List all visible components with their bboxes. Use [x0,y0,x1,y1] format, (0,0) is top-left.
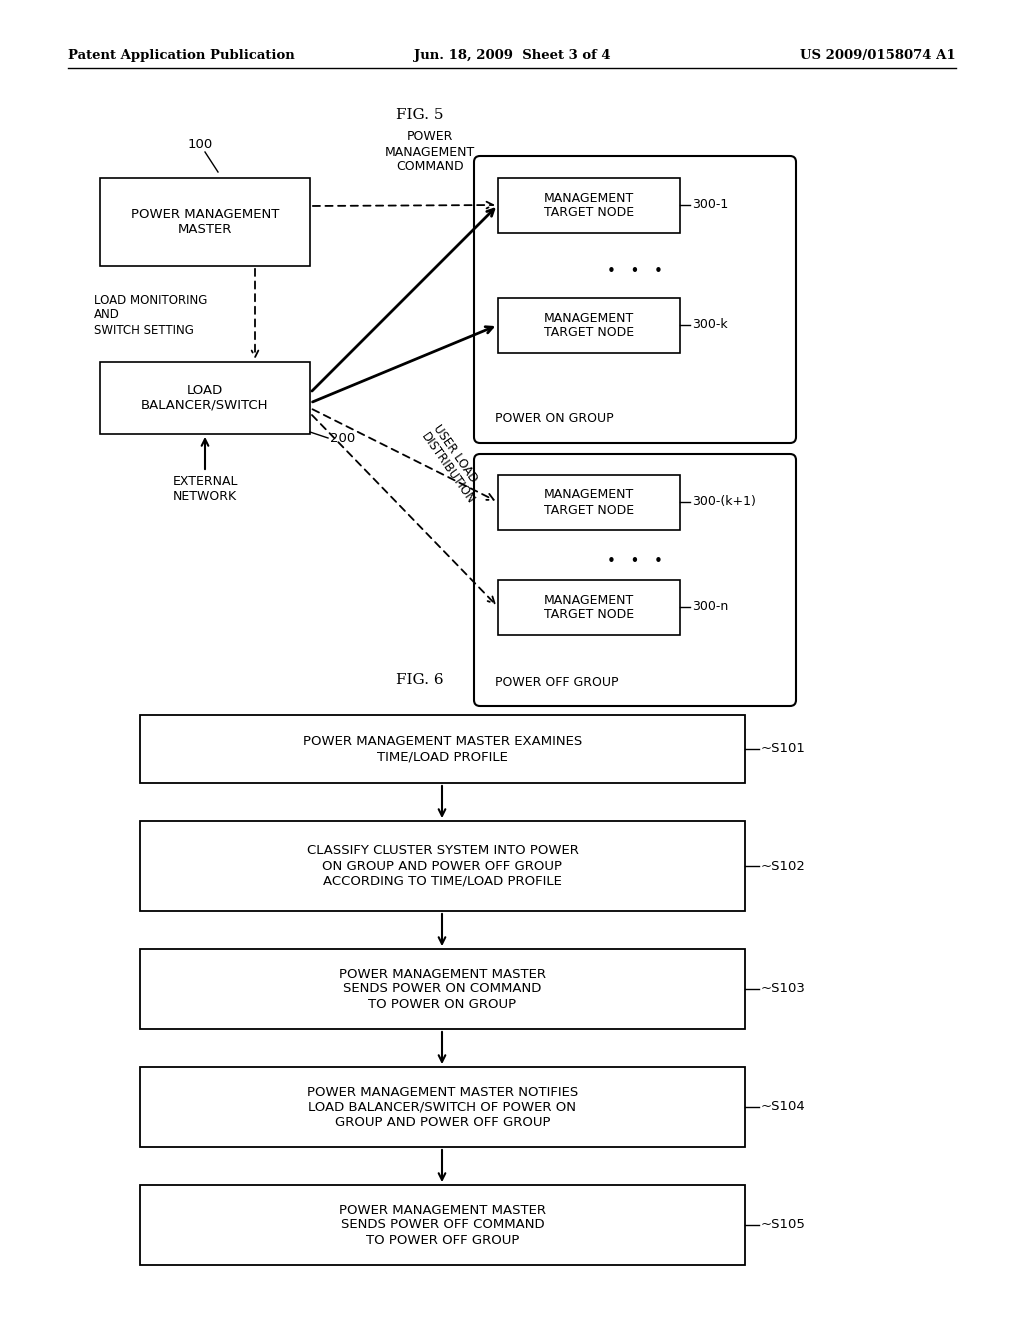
Text: ~S104: ~S104 [761,1101,806,1114]
Text: ~S103: ~S103 [761,982,806,995]
Bar [498,579,680,635]
Text: ~S105: ~S105 [761,1218,806,1232]
Bar [140,1067,745,1147]
Text: CLASSIFY CLUSTER SYSTEM INTO POWER
ON GROUP AND POWER OFF GROUP
ACCORDING TO TIM: CLASSIFY CLUSTER SYSTEM INTO POWER ON GR… [306,845,579,887]
Text: MANAGEMENT
TARGET NODE: MANAGEMENT TARGET NODE [544,312,634,339]
Text: 300-(k+1): 300-(k+1) [692,495,756,508]
FancyBboxPatch shape [474,156,796,444]
Text: •   •   •: • • • [607,264,663,280]
Text: 100: 100 [187,139,213,152]
Text: USER LOAD
DISTRIBUTION: USER LOAD DISTRIBUTION [419,422,489,507]
Text: Jun. 18, 2009  Sheet 3 of 4: Jun. 18, 2009 Sheet 3 of 4 [414,49,610,62]
Bar [498,298,680,352]
FancyBboxPatch shape [474,454,796,706]
Text: EXTERNAL
NETWORK: EXTERNAL NETWORK [172,475,238,503]
Text: Patent Application Publication: Patent Application Publication [68,49,295,62]
Bar [140,821,745,911]
Bar [100,362,310,434]
Text: MANAGEMENT
TARGET NODE: MANAGEMENT TARGET NODE [544,594,634,622]
Text: MANAGEMENT
TARGET NODE: MANAGEMENT TARGET NODE [544,191,634,219]
Text: 200: 200 [330,432,355,445]
Text: 300-1: 300-1 [692,198,728,211]
Text: POWER ON GROUP: POWER ON GROUP [495,412,613,425]
Bar [140,715,745,783]
Text: POWER MANAGEMENT MASTER
SENDS POWER OFF COMMAND
TO POWER OFF GROUP: POWER MANAGEMENT MASTER SENDS POWER OFF … [339,1204,546,1246]
Text: US 2009/0158074 A1: US 2009/0158074 A1 [801,49,956,62]
Bar [498,475,680,531]
Text: LOAD MONITORING
AND
SWITCH SETTING: LOAD MONITORING AND SWITCH SETTING [94,293,208,337]
Text: FIG. 5: FIG. 5 [396,108,443,121]
Text: POWER
MANAGEMENT
COMMAND: POWER MANAGEMENT COMMAND [385,131,475,173]
Text: POWER MANAGEMENT
MASTER: POWER MANAGEMENT MASTER [131,209,280,236]
Bar [140,949,745,1030]
Bar [498,178,680,234]
Text: ~S102: ~S102 [761,859,806,873]
Text: 300-k: 300-k [692,318,728,331]
Text: 300-n: 300-n [692,601,728,614]
Text: POWER OFF GROUP: POWER OFF GROUP [495,676,618,689]
Text: LOAD
BALANCER/SWITCH: LOAD BALANCER/SWITCH [141,384,268,412]
Bar [140,1185,745,1265]
Text: POWER MANAGEMENT MASTER NOTIFIES
LOAD BALANCER/SWITCH OF POWER ON
GROUP AND POWE: POWER MANAGEMENT MASTER NOTIFIES LOAD BA… [307,1085,579,1129]
Text: FIG. 6: FIG. 6 [396,673,443,686]
Text: MANAGEMENT
TARGET NODE: MANAGEMENT TARGET NODE [544,488,634,516]
Text: POWER MANAGEMENT MASTER
SENDS POWER ON COMMAND
TO POWER ON GROUP: POWER MANAGEMENT MASTER SENDS POWER ON C… [339,968,546,1011]
Text: •   •   •: • • • [607,554,663,569]
Bar [100,178,310,267]
Text: ~S101: ~S101 [761,742,806,755]
Text: POWER MANAGEMENT MASTER EXAMINES
TIME/LOAD PROFILE: POWER MANAGEMENT MASTER EXAMINES TIME/LO… [303,735,582,763]
